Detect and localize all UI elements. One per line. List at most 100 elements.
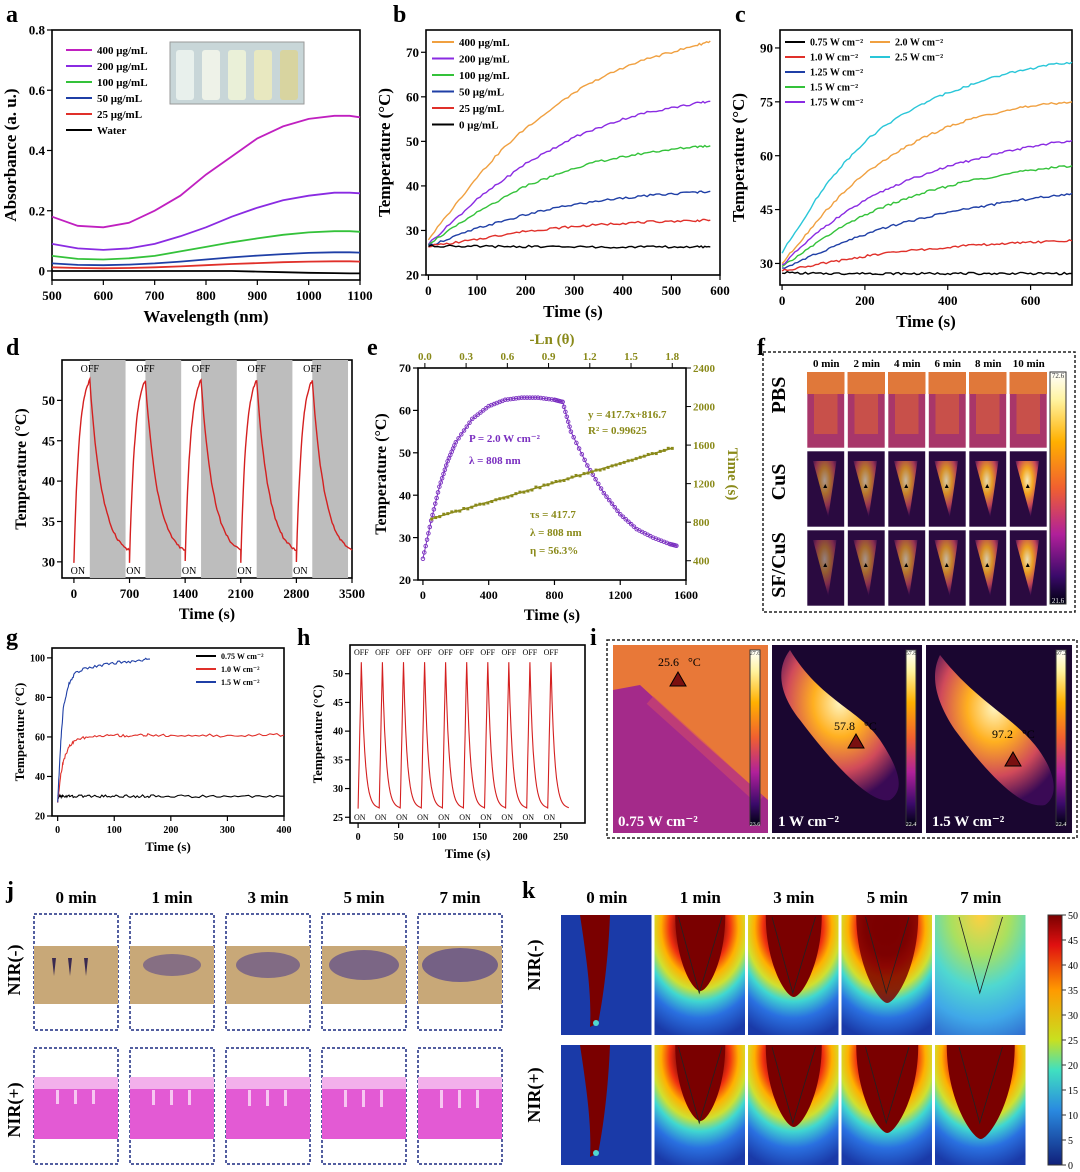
on-label: ON (522, 813, 534, 822)
y-tick-label: 45 (333, 698, 343, 709)
k-colorbar-tick-label: 45 (1068, 936, 1078, 947)
x2-tick-label: 0.9 (542, 351, 556, 363)
fit-point (506, 495, 510, 499)
y-tick-label: 40 (333, 727, 343, 738)
off-label: OFF (375, 648, 390, 657)
temperature-point (456, 436, 461, 441)
f-tube-body (895, 394, 919, 434)
temperature-point (443, 463, 449, 468)
legend-label: 200 μg/mL (97, 61, 148, 73)
legend-label: 1.0 W cm⁻² (810, 53, 858, 64)
on-label: ON (459, 813, 471, 822)
power-annotation: P = 2.0 W cm⁻² (469, 433, 541, 445)
j-time-label: 5 min (343, 888, 385, 907)
legend-label: 50 μg/mL (97, 93, 142, 105)
f-tube-body (976, 394, 1000, 434)
series-line (428, 244, 711, 249)
f-marker (1025, 563, 1030, 567)
j-time-label: 7 min (439, 888, 481, 907)
y-tick-label: 30 (760, 256, 773, 271)
k-needle-outline (958, 1046, 1003, 1125)
series-line (427, 144, 711, 246)
temperature-point (612, 504, 618, 510)
cooling-band (256, 360, 293, 578)
k-time-label: 3 min (773, 888, 815, 907)
k-needle-outline (958, 916, 1003, 995)
j-time-label: 1 min (151, 888, 193, 907)
x-tick-label: 700 (120, 586, 140, 601)
j-gel-surface (130, 1077, 214, 1089)
y-tick-label: 70 (406, 45, 419, 60)
j-streak (344, 1090, 347, 1107)
x2-tick-label: 0.6 (500, 351, 514, 363)
y-axis-label: Temperature (°C) (375, 88, 394, 217)
i1-marker (669, 670, 687, 687)
temperature-point (489, 402, 494, 408)
on-label: ON (293, 566, 307, 577)
legend-label: 2.5 W cm⁻² (895, 53, 943, 64)
y-tick-label: 40 (406, 178, 419, 193)
x-tick-label: 500 (42, 288, 62, 303)
x-tick-label: 1600 (674, 588, 698, 602)
series-line (781, 101, 1073, 264)
x-tick-label: 0 (356, 832, 361, 843)
panel-label-b: b (393, 2, 406, 28)
panel-label-f: f (757, 335, 766, 361)
j-streak (458, 1090, 461, 1108)
on-label: ON (71, 566, 85, 577)
temperature-point (497, 399, 502, 405)
temperature-point (659, 538, 664, 544)
chart-absorbance: 500 600 700 800 900 1000 1100 0 0.2 0.4 0.6 0.8 Wave… (1, 23, 373, 326)
j-dye-drop (52, 958, 56, 976)
k-colorbar-tick-label: 20 (1068, 1061, 1078, 1072)
i3-label: 1.5 W cm⁻² (932, 814, 1005, 830)
f-tube-body (814, 394, 838, 434)
y-tick-label: 50 (399, 446, 411, 460)
k-needle-outline (771, 916, 816, 995)
series-line (57, 657, 150, 803)
vials-photo (169, 41, 305, 105)
f-time-label: 6 min (934, 358, 961, 370)
thermal-photo-15: 97.2 22.4 97.2 °C 1.5 W cm⁻² (926, 645, 1072, 833)
temperature-point (470, 416, 475, 422)
x-axis-label: Time (s) (179, 606, 235, 623)
x-tick-label: 200 (516, 283, 536, 298)
x2-tick-label: 1.2 (583, 351, 597, 363)
y-tick-label: 0 (39, 264, 46, 279)
k-time-label: 7 min (960, 888, 1002, 907)
series-line (51, 251, 361, 267)
i3-scale-max: 97.2 (1056, 651, 1067, 657)
y2-tick-label: 2000 (693, 402, 716, 414)
y-tick-label: 20 (399, 573, 411, 587)
series-line (427, 40, 711, 241)
on-label: ON (126, 566, 140, 577)
chart-power-heating: 0 200 400 600 30 45 60 75 90 Time (s) Temperature … (729, 29, 1073, 331)
temperature-point (494, 400, 500, 406)
temperature-point (596, 481, 601, 487)
thermal-photo-1: 57.8 22.4 57.8 °C 1 W cm⁻² (772, 645, 922, 833)
i2-scale-min: 22.4 (906, 822, 917, 828)
x-tick-label: 400 (480, 588, 498, 602)
y-tick-label: 40 (399, 488, 411, 502)
off-label: OFF (192, 364, 211, 375)
y2-tick-label: 1600 (693, 440, 716, 452)
temperature-point (478, 410, 483, 415)
panel-label-c: c (735, 2, 746, 28)
f-tube-top (969, 372, 1007, 394)
fit-equation: y = 417.7x+816.7 (588, 409, 667, 421)
temperature-point (656, 537, 661, 542)
f-row-label-sfcus: SF/CuS (768, 532, 790, 598)
plot-frame (779, 29, 1073, 286)
k-row-label-plus: NIR(+) (524, 1067, 545, 1122)
y-tick-label: 40 (42, 474, 55, 489)
j-dye-spread (236, 952, 300, 978)
f-tube-top (1009, 372, 1047, 394)
y-tick-label: 25 (333, 813, 343, 824)
y-tick-label: 0.8 (29, 23, 46, 38)
y-tick-label: 60 (399, 404, 411, 418)
f-tube-heat (1015, 540, 1039, 596)
k-colorbar-tick-label: 40 (1068, 961, 1078, 972)
k-tip (593, 1150, 599, 1156)
y2-axis-label: Time (s) (724, 448, 740, 501)
